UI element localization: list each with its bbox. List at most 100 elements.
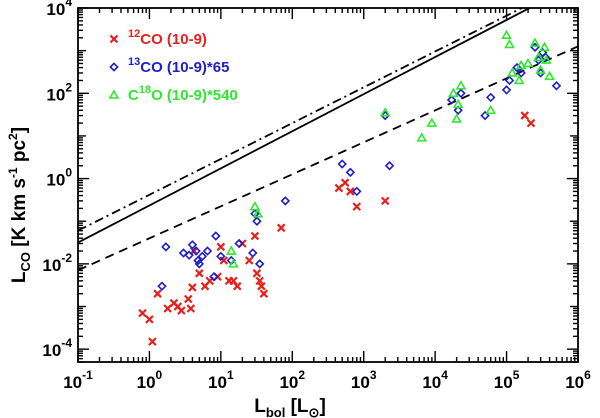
point-13co bbox=[211, 231, 221, 241]
point-c18o bbox=[455, 80, 467, 90]
legend-marker-c18o bbox=[108, 89, 120, 99]
y-tick-label: 10-4 bbox=[42, 336, 72, 360]
legend-label-13co: 13CO (10-9)*65 bbox=[128, 56, 229, 76]
point-12co bbox=[352, 202, 362, 211]
point-12co bbox=[177, 306, 186, 315]
x-axis-label: Lbol [L⊙] bbox=[254, 396, 326, 418]
point-12co bbox=[245, 256, 254, 265]
point-c18o bbox=[533, 51, 544, 62]
point-13co bbox=[453, 105, 463, 115]
y-tick-label: 102 bbox=[46, 80, 72, 104]
point-12co bbox=[520, 111, 530, 120]
point-12co bbox=[188, 283, 197, 292]
x-tick-label: 100 bbox=[137, 368, 163, 392]
x-tick-label: 104 bbox=[422, 368, 448, 392]
legend-label-12co: 12CO (10-9) bbox=[128, 28, 207, 48]
point-12co bbox=[186, 304, 196, 313]
point-c18o bbox=[504, 38, 515, 49]
point-13co bbox=[197, 251, 208, 262]
point-c18o bbox=[513, 74, 525, 85]
point-13co bbox=[516, 68, 526, 78]
point-c18o bbox=[540, 54, 552, 64]
fit-line-solid bbox=[78, 8, 532, 244]
point-12co bbox=[184, 294, 193, 304]
y-tick-labels: 10-4 10-2 100 102 104 bbox=[42, 0, 72, 360]
x-tick-label: 103 bbox=[351, 368, 377, 392]
point-c18o bbox=[485, 104, 497, 115]
point-12co bbox=[340, 178, 350, 187]
point-12co bbox=[276, 223, 286, 233]
point-12co bbox=[195, 269, 204, 278]
point-13co bbox=[161, 242, 171, 252]
point-c18o bbox=[515, 59, 527, 70]
x-tick-label: 101 bbox=[208, 368, 234, 392]
fit-lines bbox=[78, 8, 578, 272]
point-13co bbox=[193, 255, 203, 266]
point-12co bbox=[380, 196, 390, 206]
point-c18o bbox=[447, 87, 459, 98]
x-tick-label: 102 bbox=[279, 368, 305, 392]
point-13co bbox=[252, 216, 262, 226]
point-13co bbox=[254, 259, 265, 269]
point-13co bbox=[456, 88, 466, 99]
point-13co bbox=[540, 52, 551, 62]
point-13co bbox=[551, 81, 562, 91]
point-13co bbox=[234, 238, 244, 249]
point-13co bbox=[178, 248, 189, 258]
y-axis-label: LCO [K km s-1 pc2] bbox=[6, 127, 33, 283]
series-12co bbox=[138, 111, 536, 346]
legend-item-c18o: C18O (10-9)*540 bbox=[108, 84, 238, 104]
point-c18o bbox=[544, 70, 555, 81]
x-tick-label: 10-1 bbox=[63, 368, 93, 392]
legend-item-13co: 13CO (10-9)*65 bbox=[109, 56, 229, 76]
point-13co bbox=[209, 271, 219, 282]
point-13co bbox=[194, 259, 205, 269]
point-12co bbox=[145, 315, 154, 324]
axis-ticks bbox=[77, 7, 579, 363]
x-tick-label: 106 bbox=[565, 368, 591, 392]
point-13co bbox=[202, 246, 213, 256]
point-c18o bbox=[506, 67, 518, 77]
point-13co bbox=[384, 161, 395, 171]
point-12co bbox=[257, 281, 266, 291]
point-12co bbox=[216, 242, 226, 252]
point-12co bbox=[153, 289, 162, 298]
point-13co bbox=[184, 250, 194, 260]
y-tick-label: 104 bbox=[46, 0, 72, 19]
point-13co bbox=[216, 251, 226, 262]
series-c18o bbox=[225, 29, 555, 268]
x-tick-labels: 10-1 100 101 102 103 104 105 106 bbox=[63, 368, 591, 392]
point-13co bbox=[248, 248, 258, 258]
point-12co bbox=[255, 276, 264, 286]
series-13co bbox=[157, 42, 562, 291]
point-13co bbox=[187, 240, 198, 250]
legend-label-c18o: C18O (10-9)*540 bbox=[128, 84, 238, 104]
point-12co bbox=[233, 281, 242, 291]
point-c18o bbox=[451, 113, 463, 123]
y-tick-label: 10-2 bbox=[42, 251, 72, 275]
x-tick-label: 105 bbox=[494, 368, 520, 392]
point-c18o bbox=[452, 98, 464, 109]
legend: 12CO (10-9) 13CO (10-9)*65 C18O (10-9)*540 bbox=[108, 28, 238, 104]
point-c18o bbox=[539, 41, 550, 52]
point-c18o bbox=[426, 117, 438, 127]
point-12co bbox=[148, 337, 157, 346]
point-c18o bbox=[225, 245, 237, 255]
point-13co bbox=[352, 186, 362, 197]
point-c18o bbox=[529, 37, 541, 47]
point-c18o bbox=[535, 64, 547, 74]
point-13co bbox=[501, 85, 512, 95]
point-12co bbox=[219, 256, 229, 265]
point-12co bbox=[259, 289, 269, 298]
point-13co bbox=[191, 246, 201, 256]
point-c18o bbox=[379, 107, 391, 117]
fit-line-dashdot bbox=[78, 8, 524, 232]
point-13co bbox=[480, 110, 490, 121]
point-13co bbox=[280, 196, 291, 206]
point-12co bbox=[346, 187, 355, 196]
point-12co bbox=[526, 118, 536, 128]
y-tick-label: 100 bbox=[46, 166, 72, 190]
point-12co bbox=[250, 231, 260, 241]
point-13co bbox=[337, 159, 347, 169]
